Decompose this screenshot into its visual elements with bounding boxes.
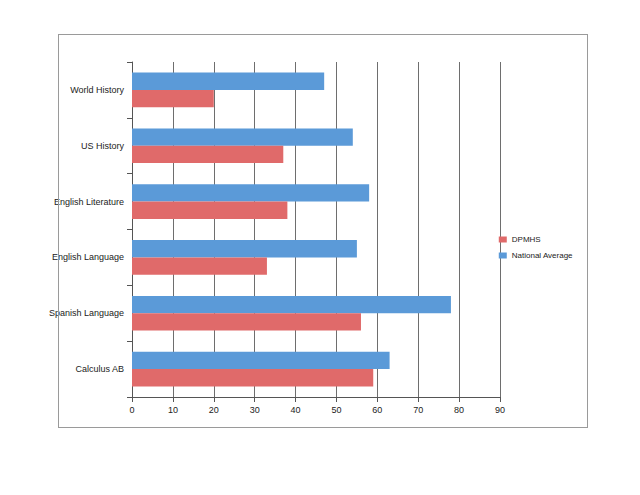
svg-text:40: 40 [291,405,301,415]
svg-text:US History: US History [81,141,125,151]
svg-text:60: 60 [372,405,382,415]
svg-text:70: 70 [413,405,423,415]
svg-text:0: 0 [129,405,134,415]
svg-text:10: 10 [168,405,178,415]
svg-text:English Literature: English Literature [54,197,124,207]
svg-text:Calculus AB: Calculus AB [75,364,124,374]
svg-text:90: 90 [495,405,505,415]
svg-text:80: 80 [454,405,464,415]
svg-text:20: 20 [209,405,219,415]
svg-text:World History: World History [70,85,124,95]
svg-text:English Language: English Language [52,252,124,262]
svg-text:50: 50 [331,405,341,415]
svg-text:DPMHS: DPMHS [512,235,541,244]
svg-text:30: 30 [250,405,260,415]
svg-text:Spanish Language: Spanish Language [49,308,124,318]
svg-text:National Average: National Average [512,251,573,260]
